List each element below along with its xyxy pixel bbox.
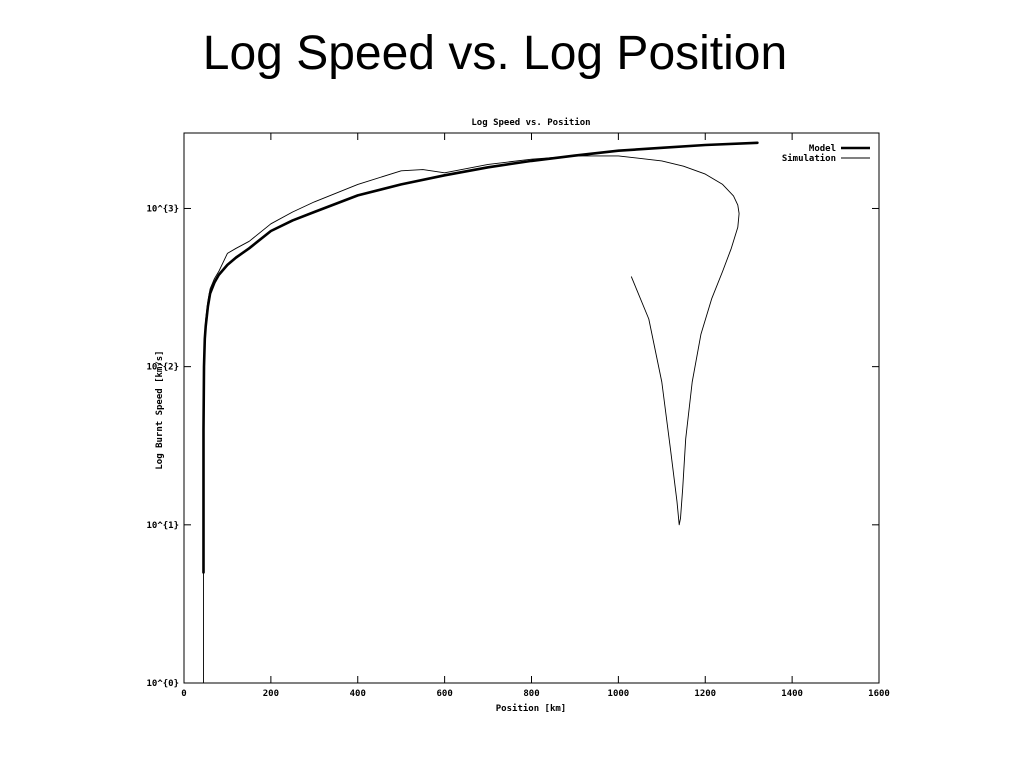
y-tick-label: 10^{1}	[146, 521, 179, 531]
x-tick-label: 1000	[608, 689, 630, 699]
x-tick-label: 600	[436, 689, 452, 699]
chart-title: Log Speed vs. Position	[471, 117, 590, 128]
y-tick-label: 10^{0}	[146, 679, 179, 689]
x-tick-label: 200	[263, 689, 279, 699]
x-tick-label: 800	[523, 689, 539, 699]
x-axis-label: Position [km]	[496, 703, 566, 714]
y-axis-ticks: 10^{0} 10^{1} 10^{2} 10^{3}	[146, 204, 879, 689]
x-tick-label: 1600	[868, 689, 890, 699]
legend-label-simulation: Simulation	[782, 153, 836, 164]
slide-title: Log Speed vs. Log Position	[202, 27, 788, 80]
x-tick-label: 0	[181, 689, 186, 699]
plot-area-frame	[183, 132, 880, 684]
series-layer	[202, 141, 759, 684]
x-tick-label: 400	[350, 689, 366, 699]
series-line-simulation	[203, 155, 740, 684]
y-tick-label: 10^{3}	[146, 204, 179, 214]
legend-label-model: Model	[809, 144, 836, 154]
y-tick-label: 10^{2}	[146, 363, 179, 373]
x-axis-ticks: 0 200 400 600 800 1000 1200 1400 1600	[181, 133, 890, 699]
x-tick-label: 1400	[781, 689, 803, 699]
y-axis-label: Log Burnt Speed [km/s]	[155, 350, 165, 469]
series-line-model	[202, 141, 759, 574]
x-tick-label: 1200	[694, 689, 716, 699]
